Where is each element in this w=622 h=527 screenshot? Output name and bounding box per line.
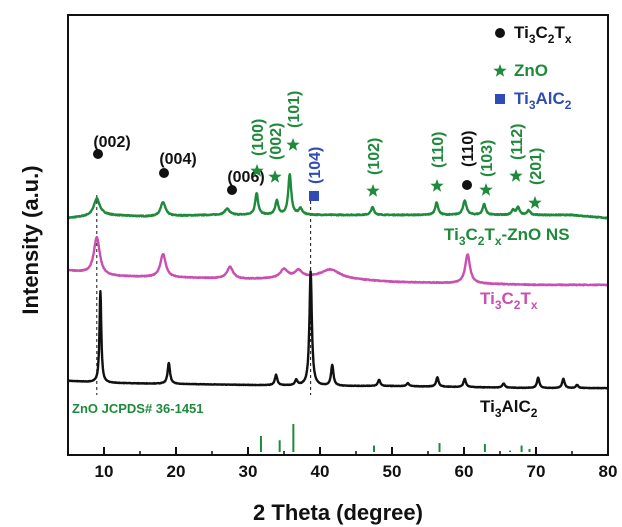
legend-label-1: ZnO — [514, 61, 548, 80]
peak-label-6: (104) — [307, 147, 324, 184]
peak-label-11: (112) — [509, 124, 526, 160]
x-tick-label-3: 40 — [311, 462, 330, 481]
peak-label-5: (101) — [286, 91, 303, 128]
peak-label-1: (004) — [159, 151, 196, 168]
legend-marker-2 — [495, 94, 505, 104]
legend-label-2: Ti3AlC2 — [514, 89, 572, 112]
peak-marker-1 — [159, 168, 169, 178]
peak-marker-11 — [509, 169, 523, 182]
series-name-1: Ti3C2Tx — [480, 289, 538, 312]
x-tick-label-2: 30 — [239, 462, 258, 481]
x-axis-title: 2 Theta (degree) — [253, 500, 423, 525]
peak-label-3: (100) — [250, 119, 267, 156]
peak-label-7: (102) — [366, 138, 383, 175]
series-lines — [66, 173, 609, 390]
x-tick-label-5: 60 — [455, 462, 474, 481]
series-line-2 — [67, 270, 609, 390]
peak-marker-2 — [227, 185, 237, 195]
peak-label-10: (103) — [479, 140, 496, 177]
peak-marker-8 — [430, 179, 444, 192]
series-line-1 — [67, 235, 609, 287]
reference-sticks: ZnO JCPDS# 36-1451 — [72, 401, 531, 452]
x-tick-label-6: 70 — [527, 462, 546, 481]
peak-marker-3 — [250, 164, 264, 177]
peak-marker-7 — [366, 184, 380, 197]
peak-marker-5 — [286, 138, 300, 151]
series-line-0 — [66, 173, 609, 220]
plot-frame — [67, 14, 609, 456]
x-tick-label-4: 50 — [383, 462, 402, 481]
x-tick-label-7: 80 — [599, 462, 618, 481]
legend-marker-0 — [495, 28, 505, 38]
peak-label-0: (002) — [93, 134, 130, 151]
axes: 10 20 30 40 50 60 70 80 — [67, 14, 618, 481]
x-tick-label-1: 20 — [167, 462, 186, 481]
legend-label-0: Ti3C2Tx — [514, 23, 572, 46]
series-name-2: Ti3AlC2 — [480, 397, 538, 420]
series-name-0: Ti3C2Tx-ZnO NS — [444, 225, 570, 248]
peak-marker-10 — [479, 183, 493, 196]
peak-marker-6 — [309, 191, 319, 201]
peak-labels: (002)(004)(006)(100) (002)(101)(104) (102)… — [93, 91, 545, 209]
peak-marker-4 — [268, 170, 282, 183]
peak-marker-9 — [462, 180, 472, 190]
peak-label-4: (002) — [268, 123, 285, 160]
peak-label-12: (201) — [528, 148, 545, 185]
peak-marker-12 — [528, 196, 542, 209]
reference-label: ZnO JCPDS# 36-1451 — [72, 401, 204, 416]
x-tick-label-0: 10 — [95, 462, 114, 481]
peak-marker-0 — [93, 149, 103, 159]
legend-marker-1 — [493, 64, 507, 77]
peak-label-8: (110) — [430, 132, 447, 168]
y-axis-title: Intensity (a.u.) — [18, 165, 43, 314]
peak-label-9: (110) — [460, 131, 477, 167]
legend: Ti3C2Tx ZnO Ti3AlC2 Ti3C2Tx-ZnO NS Ti3C2Tx Ti… — [444, 23, 572, 420]
